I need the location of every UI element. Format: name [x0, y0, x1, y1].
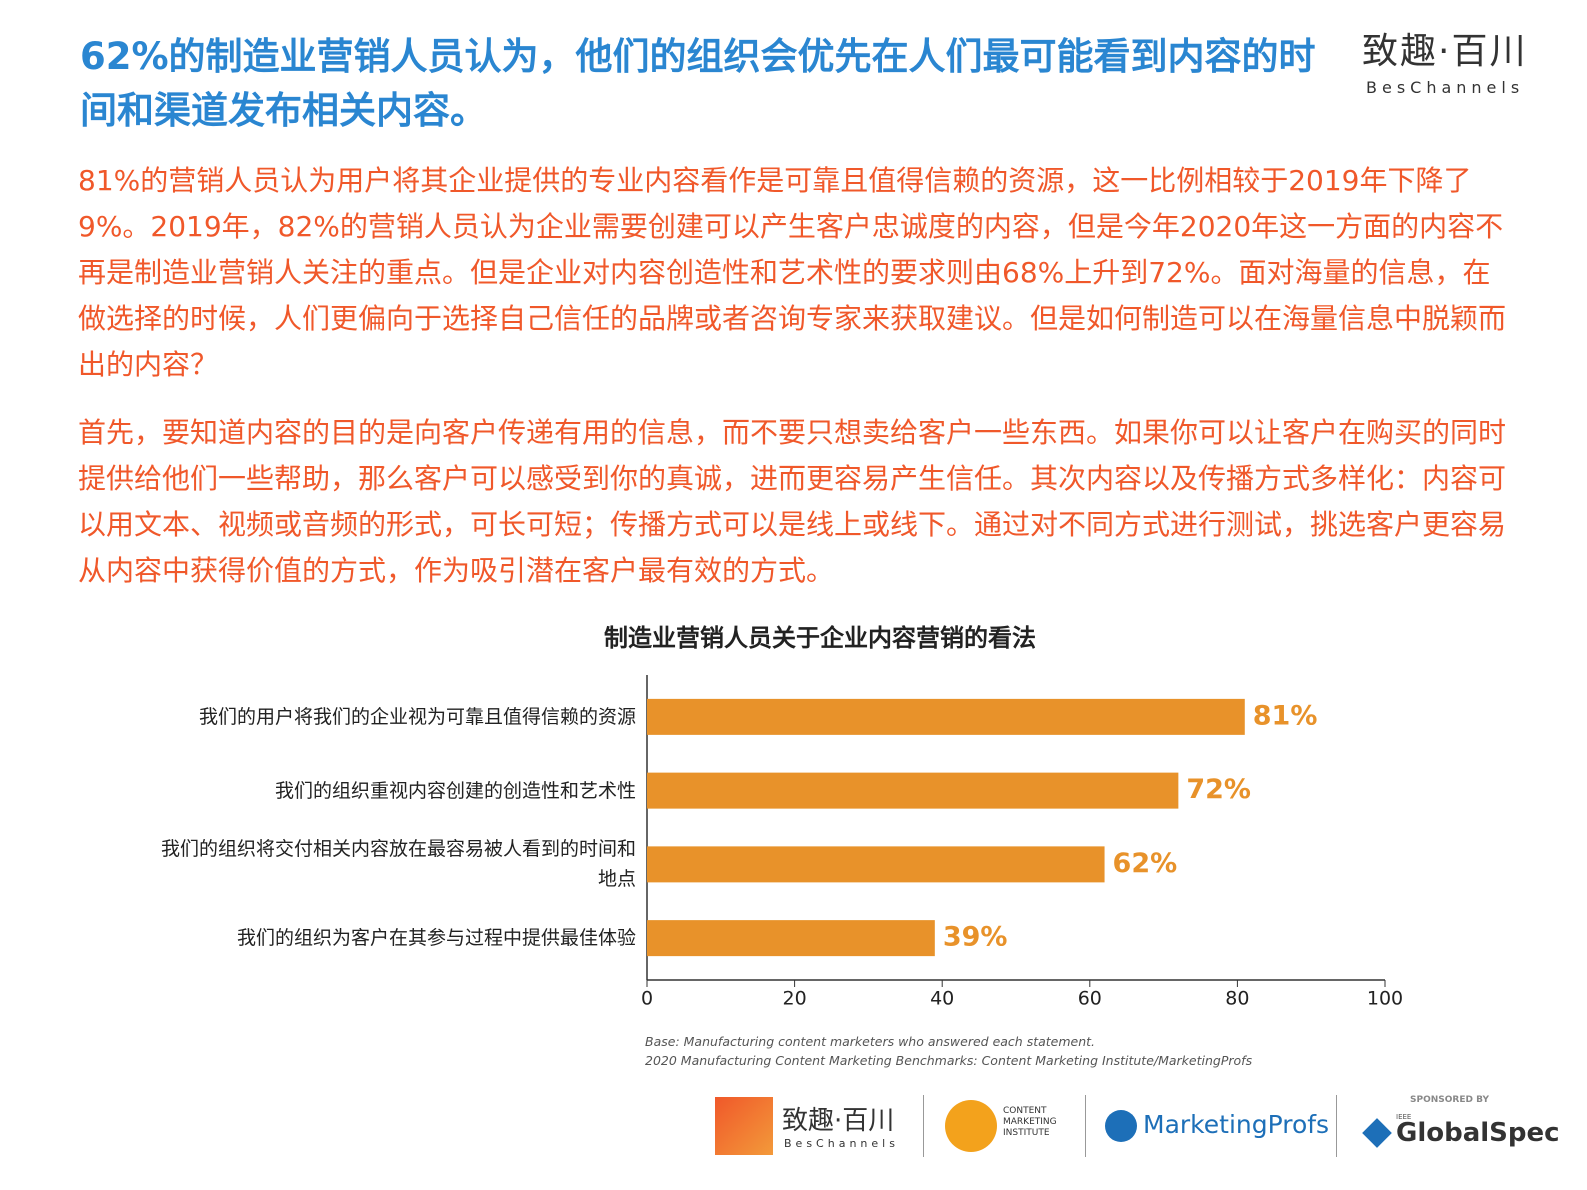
- x-tick-label: 20: [783, 988, 807, 1010]
- bar: [647, 846, 1105, 883]
- x-tick-label: 40: [930, 988, 954, 1010]
- divider: [923, 1095, 924, 1157]
- paragraph: 81%的营销人员认为用户将其企业提供的专业内容看作是可靠且值得信赖的资源，这一比…: [78, 164, 1507, 381]
- category-label: 我们的组织为客户在其参与过程中提供最佳体验: [236, 927, 636, 950]
- divider: [1336, 1095, 1337, 1157]
- logo-cn: 致趣·百川: [1362, 31, 1528, 72]
- chart-title: 制造业营销人员关于企业内容营销的看法: [604, 624, 1036, 652]
- footer-logo-cn: 致趣·百川: [782, 1106, 895, 1136]
- value-label: 72%: [1186, 774, 1251, 805]
- cmi-icon: [945, 1100, 997, 1152]
- logo-icon: [715, 1097, 773, 1155]
- divider: [1085, 1095, 1086, 1157]
- mp-text: MarketingProfs: [1143, 1110, 1330, 1139]
- paragraph: 首先，要知道内容的目的是向客户传递有用的信息，而不要只想卖给客户一些东西。如果你…: [78, 416, 1507, 587]
- footer-logo-en: BesChannels: [784, 1137, 899, 1150]
- value-label: 62%: [1113, 848, 1178, 879]
- mp-icon: [1105, 1110, 1137, 1142]
- bar: [647, 920, 935, 957]
- x-tick-label: 60: [1078, 988, 1102, 1010]
- page-title: 62%的制造业营销人员认为，他们的组织会优先在人们最可能看到内容的时间和渠道发布…: [80, 35, 1316, 132]
- x-tick-label: 0: [641, 988, 653, 1010]
- value-label: 81%: [1253, 700, 1318, 731]
- category-label: 我们的用户将我们的企业视为可靠且值得信赖的资源: [198, 705, 636, 728]
- bar: [647, 772, 1179, 809]
- sponsored: SPONSORED BY: [1410, 1095, 1489, 1105]
- category-label: 我们的组织将交付相关内容放在最容易被人看到的时间和地点: [160, 838, 636, 891]
- source-note: Base: Manufacturing content marketers wh…: [645, 1034, 1096, 1049]
- gs-text: GlobalSpec: [1396, 1118, 1560, 1148]
- value-label: 39%: [943, 922, 1008, 953]
- logo-en: BesChannels: [1366, 78, 1525, 97]
- category-label: 我们的组织重视内容创建的创造性和艺术性: [274, 779, 636, 802]
- x-tick-label: 80: [1225, 988, 1249, 1010]
- source-note: 2020 Manufacturing Content Marketing Ben…: [645, 1053, 1253, 1068]
- ieee: IEEE: [1396, 1113, 1412, 1121]
- x-tick-label: 100: [1367, 988, 1403, 1010]
- bar: [647, 698, 1245, 735]
- cmi-text: CONTENT MARKETING INSTITUTE: [1003, 1106, 1057, 1138]
